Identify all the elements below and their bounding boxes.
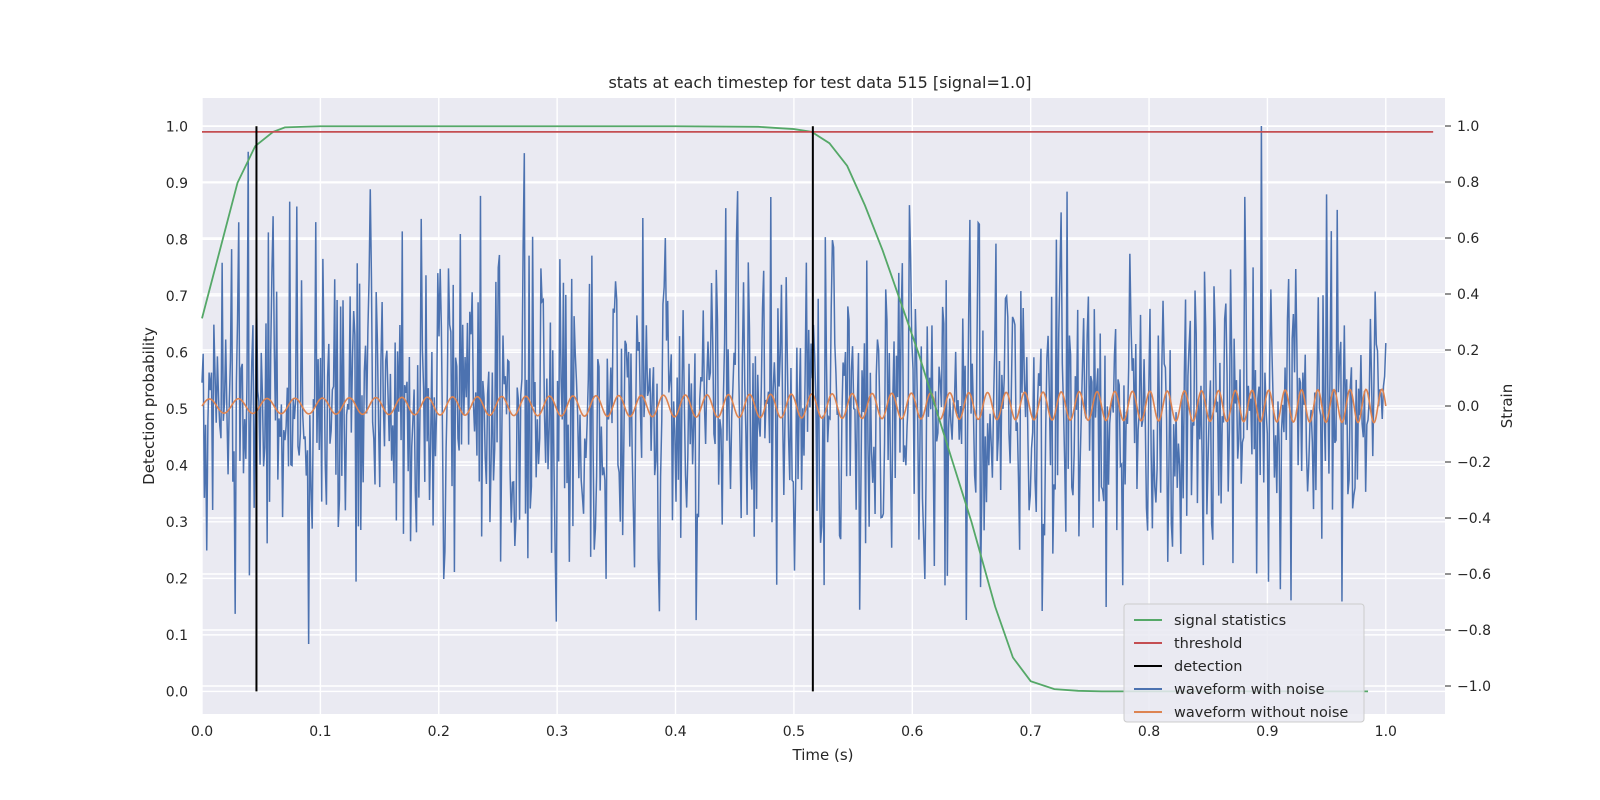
legend-label: waveform without noise: [1174, 705, 1348, 721]
y-axis-right: −1.0 −0.8 −0.6 −0.4 −0.2 0.0 0.2 0.4 0.6 0.8 1.0: [1445, 119, 1491, 695]
legend-label: waveform with noise: [1174, 682, 1325, 698]
x-tick-label: 0.2: [428, 724, 450, 740]
y-tick-label: 0.9: [166, 176, 188, 192]
series-signal-statistics: [201, 125, 1369, 693]
y2-tick-label: −0.8: [1457, 623, 1491, 639]
y-axis-title: Detection probability: [140, 327, 158, 485]
y2-tick-label: −1.0: [1457, 679, 1491, 695]
y2-tick-label: 0.2: [1457, 343, 1479, 359]
x-tick-label: 0.4: [664, 724, 686, 740]
x-axis: 0.0 0.1 0.2 0.3 0.4 0.5 0.6 0.7 0.8 0.9 1.0: [191, 724, 1397, 740]
chart-title: stats at each timestep for test data 515…: [608, 73, 1031, 92]
series-waveform-with-noise: [201, 125, 1387, 645]
y2-tick-label: 1.0: [1457, 119, 1479, 135]
y2-tick-label: −0.2: [1457, 455, 1491, 471]
y-tick-label: 0.3: [166, 515, 188, 531]
x-axis-title: Time (s): [792, 746, 854, 764]
legend: signal statistics threshold detection wavef…: [1123, 603, 1365, 723]
y-tick-label: 0.0: [166, 684, 188, 700]
legend-label: detection: [1174, 659, 1242, 675]
y-tick-label: 0.5: [166, 402, 188, 418]
x-tick-label: 0.5: [783, 724, 805, 740]
x-tick-label: 0.8: [1138, 724, 1160, 740]
legend-label: signal statistics: [1174, 613, 1286, 629]
legend-box: [1123, 603, 1365, 723]
y-tick-label: 1.0: [166, 119, 188, 135]
y2-tick-label: 0.0: [1457, 399, 1479, 415]
x-tick-label: 0.1: [309, 724, 331, 740]
legend-label: threshold: [1174, 636, 1242, 652]
y-axis-left: 0.0 0.1 0.2 0.3 0.4 0.5 0.6 0.7 0.8 0.9 1.0: [166, 119, 188, 700]
x-tick-label: 0.0: [191, 724, 213, 740]
y2-tick-label: −0.6: [1457, 567, 1491, 583]
y-tick-label: 0.1: [166, 628, 188, 644]
x-tick-label: 1.0: [1375, 724, 1397, 740]
y2-tick-label: 0.8: [1457, 175, 1479, 191]
x-tick-label: 0.3: [546, 724, 568, 740]
series-layer: [201, 125, 1434, 693]
y2-tick-label: 0.6: [1457, 231, 1479, 247]
y-tick-label: 0.6: [166, 345, 188, 361]
series-waveform-without-noise: [201, 388, 1387, 424]
y2-tick-label: 0.4: [1457, 287, 1479, 303]
y-tick-label: 0.8: [166, 232, 188, 248]
x-tick-label: 0.7: [1020, 724, 1042, 740]
x-tick-label: 0.6: [901, 724, 923, 740]
y2-axis-title: Strain: [1498, 384, 1516, 428]
y-tick-label: 0.7: [166, 289, 188, 305]
y2-tick-label: −0.4: [1457, 511, 1491, 527]
y-tick-label: 0.4: [166, 458, 188, 474]
x-tick-label: 0.9: [1256, 724, 1278, 740]
y-tick-label: 0.2: [166, 571, 188, 587]
